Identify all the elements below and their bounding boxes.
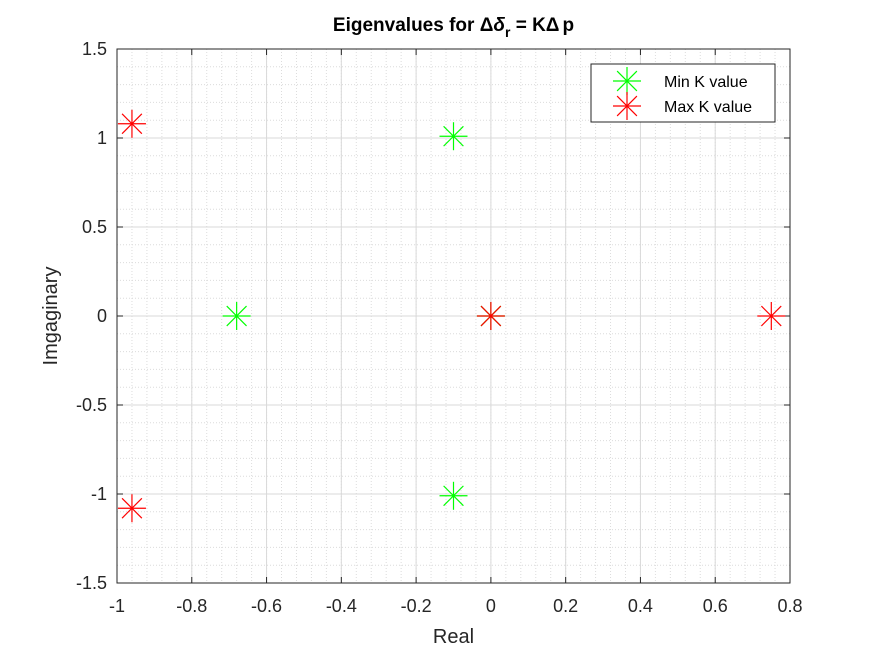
min-k-point <box>222 302 251 330</box>
legend-marker-max-k <box>613 92 641 120</box>
x-axis-label: Real <box>433 626 474 648</box>
data-points <box>117 109 786 523</box>
x-tick-label: 0.6 <box>703 596 728 616</box>
y-axis-label: Imgaginary <box>40 267 62 366</box>
y-tick-label: -1 <box>91 484 107 504</box>
x-tick-label: -0.4 <box>326 596 357 616</box>
legend-box <box>590 63 776 123</box>
y-tick-label: -0.5 <box>76 395 107 415</box>
legend-asterisk-max-k <box>613 92 641 120</box>
title-delta-2: Δ <box>546 15 560 36</box>
legend-asterisk-min-k <box>613 67 641 95</box>
x-tick-label: 0 <box>486 596 496 616</box>
max-k-point <box>757 302 786 330</box>
title-suffix: p <box>562 15 574 36</box>
title-delta-1: Δ <box>480 15 494 36</box>
max-k-point <box>117 494 146 523</box>
legend-label-max-k: Max K value <box>664 99 752 116</box>
asterisk-stroke <box>480 305 502 327</box>
title-prefix: Eigenvalues for <box>333 15 480 36</box>
x-tick-label: 0.8 <box>777 596 802 616</box>
x-tick-label: 0.2 <box>553 596 578 616</box>
asterisk-stroke <box>443 125 464 147</box>
y-tick-label: 0 <box>97 306 107 326</box>
legend-marker-min-k <box>613 67 641 95</box>
asterisk-stroke <box>443 485 464 507</box>
y-tick-label: 1 <box>97 128 107 148</box>
title-delta-var: δ <box>493 15 505 36</box>
min-k-point <box>439 122 468 151</box>
x-tick-label: -0.6 <box>251 596 282 616</box>
max-k-point <box>476 302 505 330</box>
title-subscript: r <box>505 24 511 40</box>
asterisk-stroke <box>121 113 143 135</box>
asterisk-stroke <box>616 95 638 117</box>
asterisk-stroke <box>121 497 143 519</box>
legend: Min K value Max K value <box>590 63 776 123</box>
asterisk-stroke <box>226 305 247 327</box>
x-tick-label: -1 <box>109 596 125 616</box>
chart-title: Eigenvalues for Δδr = KΔ p <box>333 15 574 40</box>
x-axis-ticks: -1 -0.8 -0.6 -0.4 -0.2 0 0.2 0.4 0.6 0.8 <box>109 49 803 616</box>
x-tick-label: 0.4 <box>628 596 653 616</box>
y-tick-label: -1.5 <box>76 573 107 593</box>
x-tick-label: -0.2 <box>401 596 432 616</box>
legend-label-min-k: Min K value <box>664 74 748 91</box>
x-tick-label: -0.8 <box>176 596 207 616</box>
y-axis-ticks: -1.5 -1 -0.5 0 0.5 1 1.5 <box>76 39 790 593</box>
y-tick-label: 1.5 <box>82 39 107 59</box>
y-tick-label: 0.5 <box>82 217 107 237</box>
min-k-point <box>439 481 468 510</box>
asterisk-stroke <box>616 70 638 92</box>
max-k-point <box>117 109 146 138</box>
asterisk-stroke <box>760 305 782 327</box>
title-middle: = K <box>510 15 546 36</box>
